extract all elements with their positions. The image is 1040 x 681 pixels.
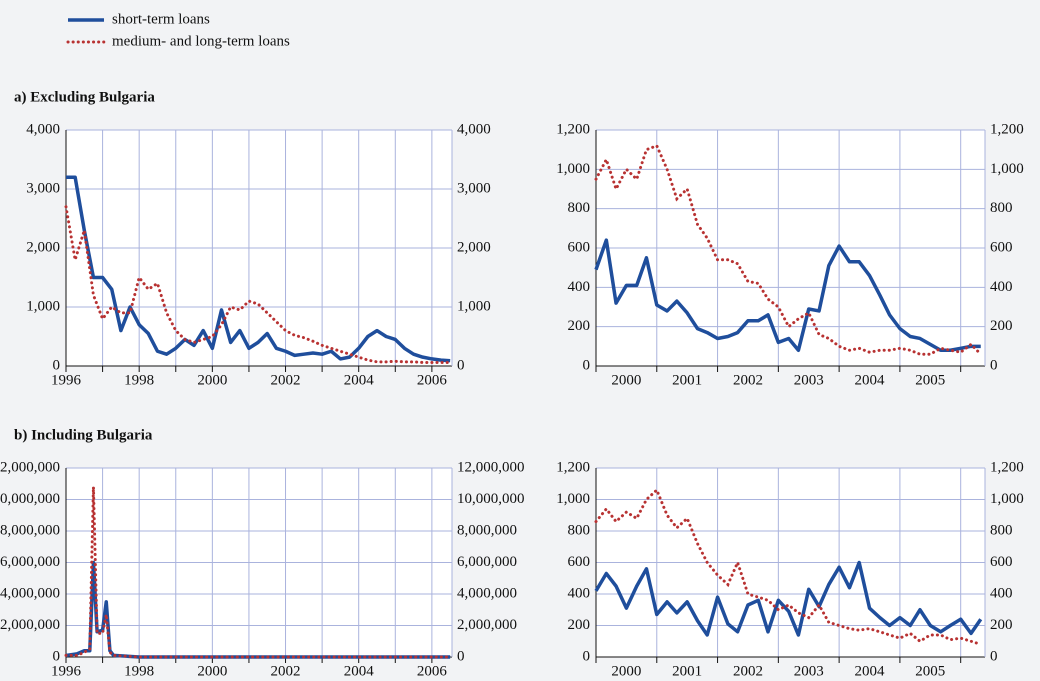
series-line xyxy=(594,238,981,353)
x-tick-label: 2000 xyxy=(197,663,227,679)
x-tick-label: 2000 xyxy=(197,372,227,388)
legend-label: short-term loans xyxy=(112,11,210,27)
y-tick-label: 3,000 xyxy=(26,180,60,196)
y-tick-label: 2,000,000 xyxy=(0,617,60,633)
panel-title: b) Including Bulgaria xyxy=(14,427,153,443)
x-tick-label: 1996 xyxy=(51,372,82,388)
series-line xyxy=(594,143,983,356)
y2-tick-label: 600 xyxy=(990,239,1013,255)
x-tick-label: 2004 xyxy=(855,663,886,679)
x-tick-label: 2004 xyxy=(855,372,886,388)
x-tick-label: 1998 xyxy=(124,663,154,679)
y-tick-label: 1,000 xyxy=(556,491,590,507)
y-tick-label: 1,000 xyxy=(556,161,590,177)
y-tick-label: 1,200 xyxy=(556,459,590,475)
y-tick-label: 200 xyxy=(568,318,591,334)
y-tick-label: 0 xyxy=(53,357,61,373)
x-tick-label: 2000 xyxy=(611,663,641,679)
y2-tick-label: 4,000,000 xyxy=(457,585,517,601)
y-tick-label: 0 xyxy=(583,357,591,373)
x-tick-label: 2005 xyxy=(915,372,945,388)
y-tick-label: 4,000 xyxy=(26,121,60,137)
y-tick-label: 6,000,000 xyxy=(0,554,60,570)
x-tick-label: 2001 xyxy=(672,663,702,679)
y-tick-label: 4,000,000 xyxy=(0,585,60,601)
y-tick-label: 12,000,000 xyxy=(0,459,60,475)
y-tick-label: 10,000,000 xyxy=(0,491,60,507)
x-tick-label: 1996 xyxy=(51,663,82,679)
y2-tick-label: 2,000,000 xyxy=(457,617,517,633)
y2-tick-label: 1,200 xyxy=(990,121,1024,137)
y2-tick-label: 4,000 xyxy=(457,121,491,137)
y-tick-label: 8,000,000 xyxy=(0,522,60,538)
series-line xyxy=(64,486,452,659)
y-tick-label: 0 xyxy=(53,648,61,664)
x-tick-label: 2006 xyxy=(417,663,448,679)
series-line xyxy=(66,175,451,363)
y-tick-label: 400 xyxy=(568,585,591,601)
y2-tick-label: 200 xyxy=(990,617,1013,633)
y2-tick-label: 1,000 xyxy=(990,491,1024,507)
x-tick-label: 2003 xyxy=(794,663,824,679)
y-tick-label: 600 xyxy=(568,554,591,570)
series-line xyxy=(64,205,452,364)
y2-tick-label: 1,000 xyxy=(457,298,491,314)
y2-tick-label: 0 xyxy=(990,357,998,373)
x-tick-label: 2002 xyxy=(271,372,301,388)
y2-tick-label: 600 xyxy=(990,554,1013,570)
y-tick-label: 600 xyxy=(568,239,591,255)
y2-tick-label: 6,000,000 xyxy=(457,554,517,570)
y2-tick-label: 0 xyxy=(990,648,998,664)
x-tick-label: 2002 xyxy=(733,663,763,679)
y2-tick-label: 1,000 xyxy=(990,161,1024,177)
x-tick-label: 2002 xyxy=(271,663,301,679)
y2-tick-label: 800 xyxy=(990,522,1013,538)
y-tick-label: 1,000 xyxy=(26,298,60,314)
series-line xyxy=(594,487,983,646)
x-tick-label: 2003 xyxy=(794,372,824,388)
y2-tick-label: 8,000,000 xyxy=(457,522,517,538)
y2-tick-label: 10,000,000 xyxy=(457,491,525,507)
y2-tick-label: 0 xyxy=(457,648,465,664)
y2-tick-label: 800 xyxy=(990,200,1013,216)
x-tick-label: 2004 xyxy=(344,663,375,679)
y-tick-label: 1,200 xyxy=(556,121,590,137)
y2-tick-label: 1,200 xyxy=(990,459,1024,475)
y-tick-label: 2,000 xyxy=(26,239,60,255)
x-tick-label: 2002 xyxy=(733,372,763,388)
y2-tick-label: 400 xyxy=(990,585,1013,601)
x-tick-label: 2005 xyxy=(915,663,945,679)
y2-tick-label: 3,000 xyxy=(457,180,491,196)
legend-label: medium- and long-term loans xyxy=(112,33,290,49)
y2-tick-label: 12,000,000 xyxy=(457,459,525,475)
y-tick-label: 0 xyxy=(583,648,591,664)
x-tick-label: 1998 xyxy=(124,372,154,388)
y2-tick-label: 2,000 xyxy=(457,239,491,255)
y2-tick-label: 400 xyxy=(990,279,1013,295)
y-tick-label: 200 xyxy=(568,617,591,633)
panel-title: a) Excluding Bulgaria xyxy=(14,89,155,105)
y2-tick-label: 0 xyxy=(457,357,465,373)
series-line xyxy=(594,560,983,637)
x-tick-label: 2006 xyxy=(417,372,448,388)
y-tick-label: 400 xyxy=(568,279,591,295)
y2-tick-label: 200 xyxy=(990,318,1013,334)
y-tick-label: 800 xyxy=(568,200,591,216)
x-tick-label: 2004 xyxy=(344,372,375,388)
x-tick-label: 2001 xyxy=(672,372,702,388)
y-tick-label: 800 xyxy=(568,522,591,538)
x-tick-label: 2000 xyxy=(611,372,641,388)
